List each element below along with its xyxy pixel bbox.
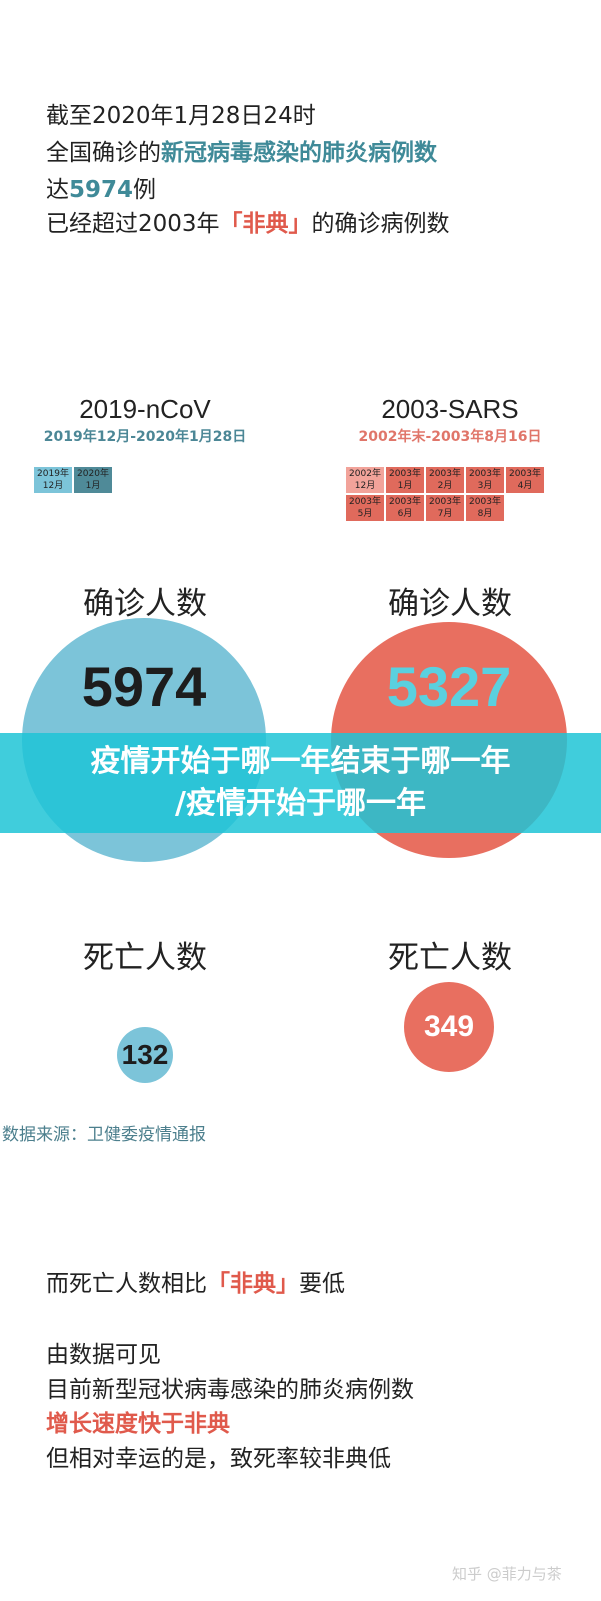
month-cell: 2003年 5月 (346, 495, 384, 521)
banner-line-1: 疫情开始于哪一年结束于哪一年 (90, 744, 511, 779)
month-cell: 2003年 1月 (386, 467, 424, 493)
month-cell: 2003年 3月 (466, 467, 504, 493)
ncov-title: 2019-nCoV (79, 394, 211, 424)
highlight: 「非典」 (219, 211, 312, 237)
highlight: 新冠病毒感染的肺炎病例数 (161, 140, 437, 166)
text: 全国确诊的 (46, 140, 161, 166)
intro-line-3: 达5974例 (46, 170, 156, 204)
text: 达 (46, 177, 69, 203)
intro-line-4: 已经超过2003年「非典」的确诊病例数 (46, 204, 450, 238)
highlight: 5974 (69, 177, 134, 203)
ncov-death-circle: 132 (117, 1027, 173, 1083)
ncov-confirmed-value: 5974 (81, 655, 207, 718)
month-cell: 2020年 1月 (74, 467, 112, 493)
month-cell: 2003年 2月 (426, 467, 464, 493)
text: 的确诊病例数 (311, 211, 450, 237)
month-cell: 2003年 6月 (386, 495, 424, 521)
ncov-death-label: 死亡人数 (83, 940, 207, 976)
month-cell: 2003年 8月 (466, 495, 504, 521)
outro-line-2: 由数据可见 (46, 1342, 161, 1368)
month-cell: 2019年 12月 (34, 467, 72, 493)
sars-confirmed-label: 确诊人数 (388, 586, 512, 622)
banner-line-2: /疫情开始于哪一年 (175, 786, 426, 821)
text: 要低 (299, 1271, 345, 1297)
sars-range: 2002年末-2003年8月16日 (358, 429, 542, 445)
sars-title: 2003-SARS (381, 394, 519, 424)
outro-line-5: 但相对幸运的是，致死率较非典低 (46, 1446, 391, 1472)
intro-line-1: 截至2020年1月28日24时 (46, 103, 316, 129)
outro-line-1: 而死亡人数相比「非典」要低 (46, 1264, 345, 1298)
outro-line-4: 增长速度快于非典 (46, 1411, 230, 1437)
watermark: 知乎 @菲力与茶 (452, 1565, 562, 1583)
text: 已经超过2003年 (46, 211, 220, 237)
sars-death-label: 死亡人数 (388, 940, 512, 976)
sars-confirmed-value: 5327 (386, 655, 512, 718)
month-cell: 2003年 4月 (506, 467, 544, 493)
month-cell: 2002年 12月 (346, 467, 384, 493)
month-cell: 2003年 7月 (426, 495, 464, 521)
ncov-confirmed-label: 确诊人数 (83, 586, 207, 622)
intro-line-2: 全国确诊的新冠病毒感染的肺炎病例数 (46, 133, 437, 167)
sars-death-circle: 349 (404, 982, 494, 1072)
title-banner: 疫情开始于哪一年结束于哪一年 /疫情开始于哪一年 (0, 733, 601, 833)
text: 而死亡人数相比 (46, 1271, 207, 1297)
outro-line-3: 目前新型冠状病毒感染的肺炎病例数 (46, 1377, 414, 1403)
text: 例 (133, 177, 157, 203)
data-source: 数据来源：卫健委疫情通报 (2, 1125, 206, 1145)
highlight: 「非典」 (207, 1271, 299, 1297)
ncov-range: 2019年12月-2020年1月28日 (43, 429, 247, 445)
